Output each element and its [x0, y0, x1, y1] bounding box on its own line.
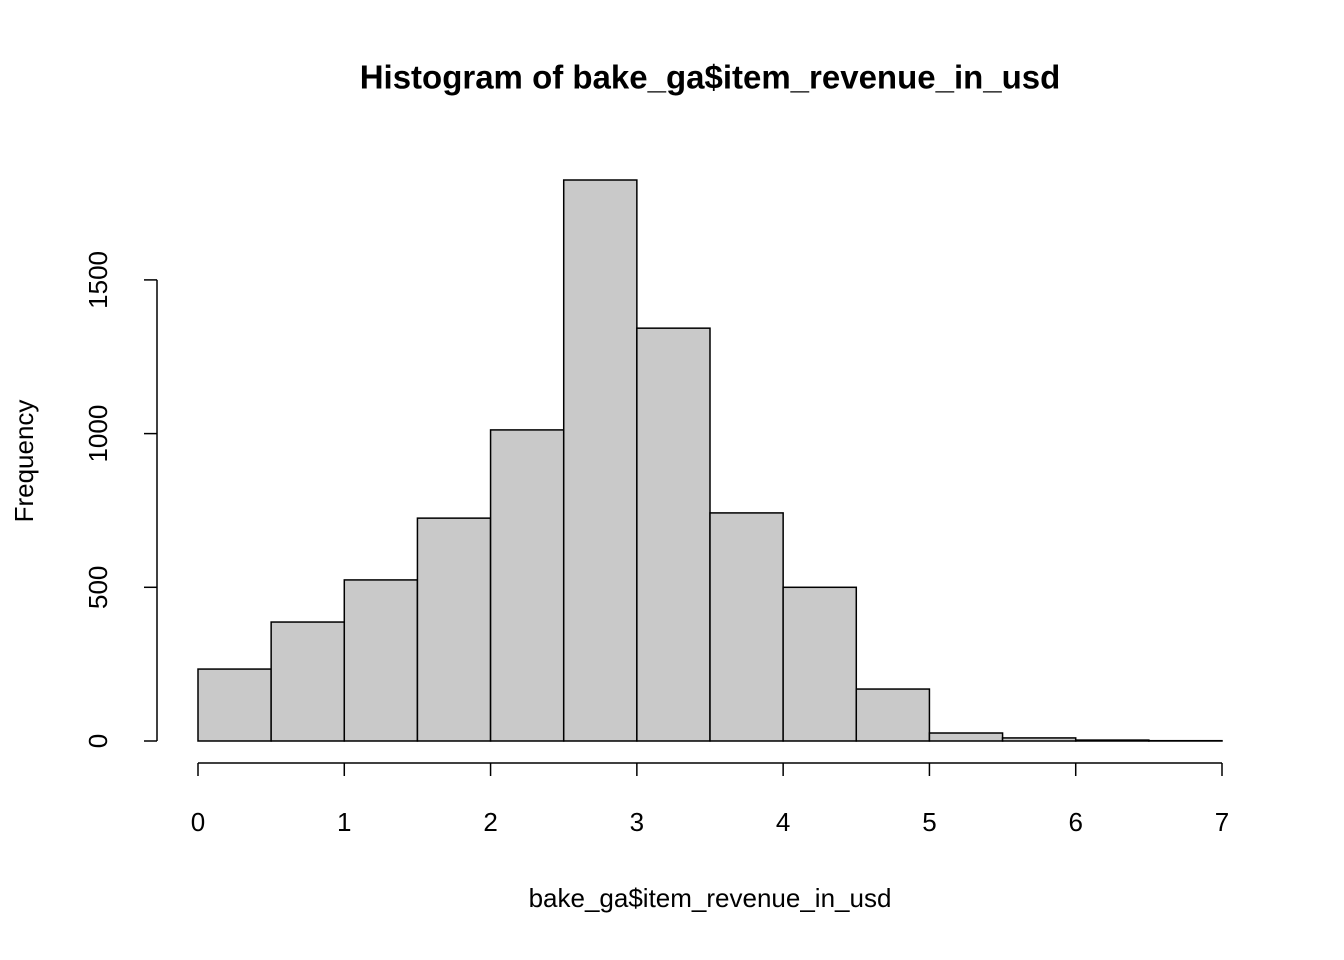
x-tick-label: 0: [191, 807, 205, 837]
bar: [562, 179, 638, 742]
bar: [636, 327, 711, 742]
x-tick-label: 6: [1068, 807, 1082, 837]
x-tick-label: 3: [630, 807, 644, 837]
bar: [855, 688, 931, 742]
bar: [416, 517, 492, 742]
bar: [489, 429, 565, 742]
y-tick-label: 1000: [83, 405, 113, 463]
bar: [1001, 737, 1077, 742]
bar: [270, 621, 346, 742]
bar: [197, 668, 272, 742]
x-tick-label: 7: [1215, 807, 1229, 837]
bar: [343, 579, 419, 742]
x-tick-label: 4: [776, 807, 790, 837]
chart-title: Histogram of bake_ga$item_revenue_in_usd: [360, 59, 1061, 96]
y-axis-label: Frequency: [9, 400, 39, 523]
x-tick-label: 2: [483, 807, 497, 837]
bar: [928, 732, 1004, 742]
bar: [782, 586, 858, 742]
bar: [1074, 739, 1150, 742]
y-tick-label: 0: [83, 734, 113, 748]
y-tick-label: 1500: [83, 251, 113, 309]
x-axis-label: bake_ga$item_revenue_in_usd: [529, 883, 892, 913]
bar: [709, 512, 784, 742]
x-tick-label: 5: [922, 807, 936, 837]
x-tick-label: 1: [337, 807, 351, 837]
y-tick-label: 500: [83, 566, 113, 609]
